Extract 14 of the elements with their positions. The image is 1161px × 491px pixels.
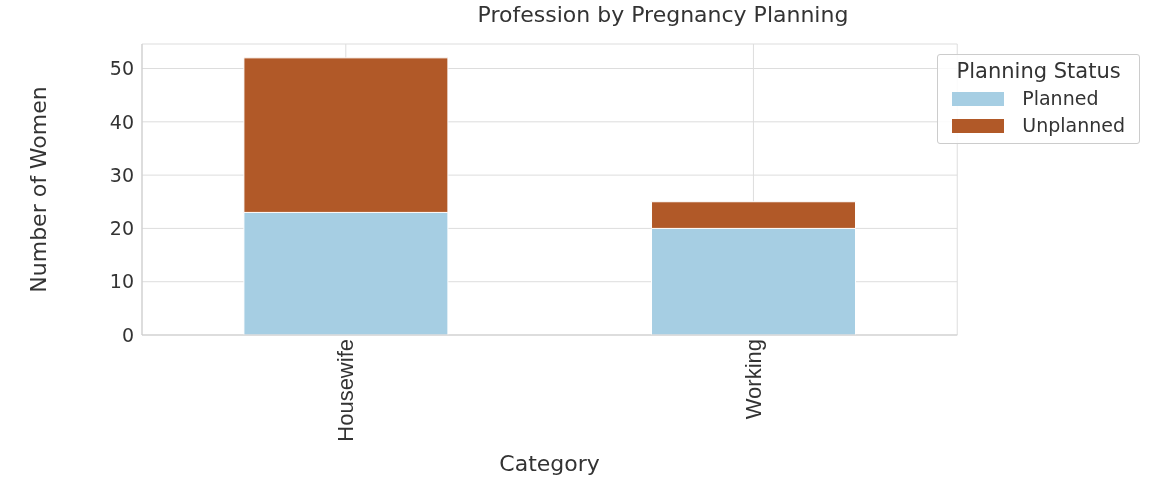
legend-label: Planned	[1022, 86, 1099, 111]
y-tick-label: 10	[109, 270, 134, 293]
legend-title: Planning Status	[955, 59, 1122, 83]
y-tick-label: 30	[109, 163, 134, 186]
x-tick-label: Working	[741, 339, 767, 420]
y-tick-label: 20	[109, 217, 134, 240]
y-axis-title: Number of Women	[25, 86, 51, 293]
y-tick-label: 40	[109, 110, 134, 133]
x-axis-title: Category	[499, 451, 600, 476]
chart-title: Profession by Pregnancy Planning	[476, 2, 850, 27]
legend-label: Unplanned	[1022, 113, 1125, 138]
y-tick-label: 0	[121, 323, 134, 346]
y-tick-label: 50	[109, 57, 134, 80]
x-tick-label: Housewife	[333, 339, 359, 442]
